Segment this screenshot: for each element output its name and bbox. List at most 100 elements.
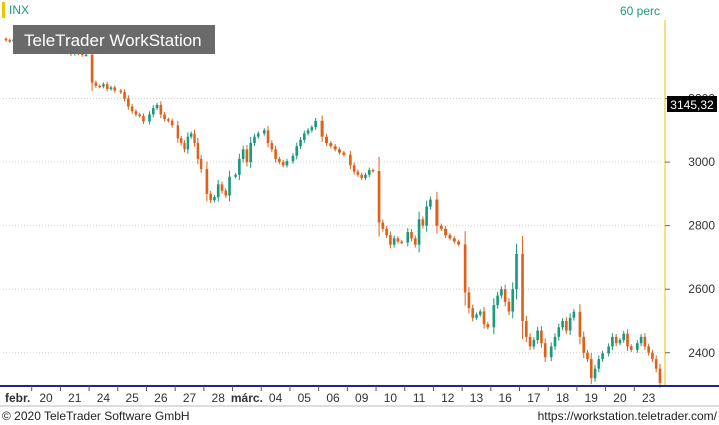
x-tick-label: 05 — [298, 391, 312, 405]
candle-body — [262, 130, 266, 134]
y-axis: 24002600280030003200 — [664, 20, 715, 385]
x-tick-label: 28 — [212, 391, 226, 405]
x-tick-label: 13 — [470, 391, 484, 405]
x-tick-label: márc. — [231, 391, 263, 405]
candle-body — [396, 238, 400, 242]
candle-body — [521, 253, 524, 321]
x-tick-label: 18 — [556, 391, 570, 405]
candle-body — [163, 114, 166, 120]
candle-body — [127, 98, 130, 107]
candle-body — [333, 146, 337, 150]
candle-body — [457, 241, 461, 245]
candle-body — [565, 320, 568, 331]
candle-body — [618, 340, 622, 344]
candle-body — [342, 152, 346, 155]
y-tick-label: 2600 — [688, 282, 715, 296]
candle-body — [503, 289, 507, 302]
candle-body — [448, 235, 452, 239]
candle-body — [302, 133, 306, 140]
candle-body — [507, 301, 511, 312]
candle-body — [113, 87, 117, 91]
source-url-link[interactable]: https://workstation.teletrader.com/ — [537, 409, 717, 423]
candle-body — [607, 346, 610, 354]
candle-body — [213, 197, 216, 201]
candle-body — [193, 133, 196, 144]
candle-body — [589, 359, 593, 379]
candle-body — [167, 119, 170, 121]
candle-body — [536, 330, 539, 341]
candle-body — [406, 232, 410, 243]
last-price-bg — [667, 96, 717, 112]
candle-body — [561, 320, 564, 328]
candle-body — [500, 289, 503, 296]
candle-body — [134, 111, 138, 115]
candle-body — [528, 336, 532, 347]
candle-body — [151, 108, 155, 115]
candle-body — [557, 327, 561, 337]
candle-body — [8, 40, 12, 42]
candle-body — [475, 314, 478, 318]
candle-body — [425, 206, 428, 226]
x-axis: febr. 20 21 24 25 26 27 28 márc. 04 05 06 09 10 11 12 13… — [5, 386, 656, 405]
candle-body — [228, 176, 231, 196]
candle-body — [385, 228, 388, 236]
candle-body — [159, 104, 163, 115]
candle-body — [320, 120, 324, 137]
candle-body — [367, 170, 371, 175]
candle-body — [241, 149, 245, 159]
candle-body — [306, 130, 310, 134]
candle-body — [654, 359, 658, 369]
candle-body — [439, 225, 443, 229]
candle-body — [572, 311, 576, 318]
candle-body — [482, 311, 486, 325]
x-tick-label: 27 — [183, 391, 197, 405]
candle-body — [413, 238, 417, 245]
x-tick-label: 04 — [269, 391, 283, 405]
candle-body — [249, 143, 253, 163]
candle-body — [651, 352, 654, 360]
candle-body — [492, 305, 496, 328]
candle-body — [626, 333, 629, 347]
candle-body — [377, 171, 381, 223]
candle-body — [299, 139, 302, 147]
candle-body — [245, 149, 249, 163]
candle-body — [105, 84, 109, 90]
y-tick-label: 3000 — [688, 155, 715, 169]
watermark-box — [13, 25, 215, 54]
candle-body — [629, 346, 633, 350]
candle-body — [310, 127, 314, 131]
candle-body — [549, 346, 553, 358]
candle-body — [452, 238, 456, 242]
candle-body — [364, 174, 367, 178]
candle-body — [200, 158, 203, 170]
x-tick-label: 24 — [97, 391, 111, 405]
candle-body — [496, 295, 499, 306]
candle-body — [205, 169, 209, 194]
candle-body — [553, 336, 557, 347]
candle-body — [349, 154, 352, 166]
candle-body — [266, 130, 270, 144]
candle-body — [209, 193, 212, 201]
candle-body — [94, 82, 98, 86]
candle-body — [180, 138, 183, 144]
candle-body — [324, 136, 328, 144]
candle-body — [253, 136, 256, 144]
candle-body — [478, 311, 482, 315]
candle-body — [138, 114, 142, 117]
candle-body — [471, 308, 475, 318]
x-tick-label: 11 — [413, 391, 426, 405]
x-tick-label: febr. — [5, 391, 30, 405]
candle-body — [601, 353, 604, 360]
x-tick-label: 19 — [585, 391, 599, 405]
last-price-tag: 3145,32 — [667, 96, 717, 112]
candle-body — [234, 174, 237, 177]
candle-body — [170, 120, 174, 126]
candle-body — [356, 171, 360, 175]
x-tick-label: 12 — [441, 391, 455, 405]
candle-body — [80, 53, 84, 56]
candle-body — [582, 336, 586, 353]
candle-body — [540, 330, 543, 344]
candle-body — [256, 133, 260, 137]
candle-body — [614, 336, 618, 344]
